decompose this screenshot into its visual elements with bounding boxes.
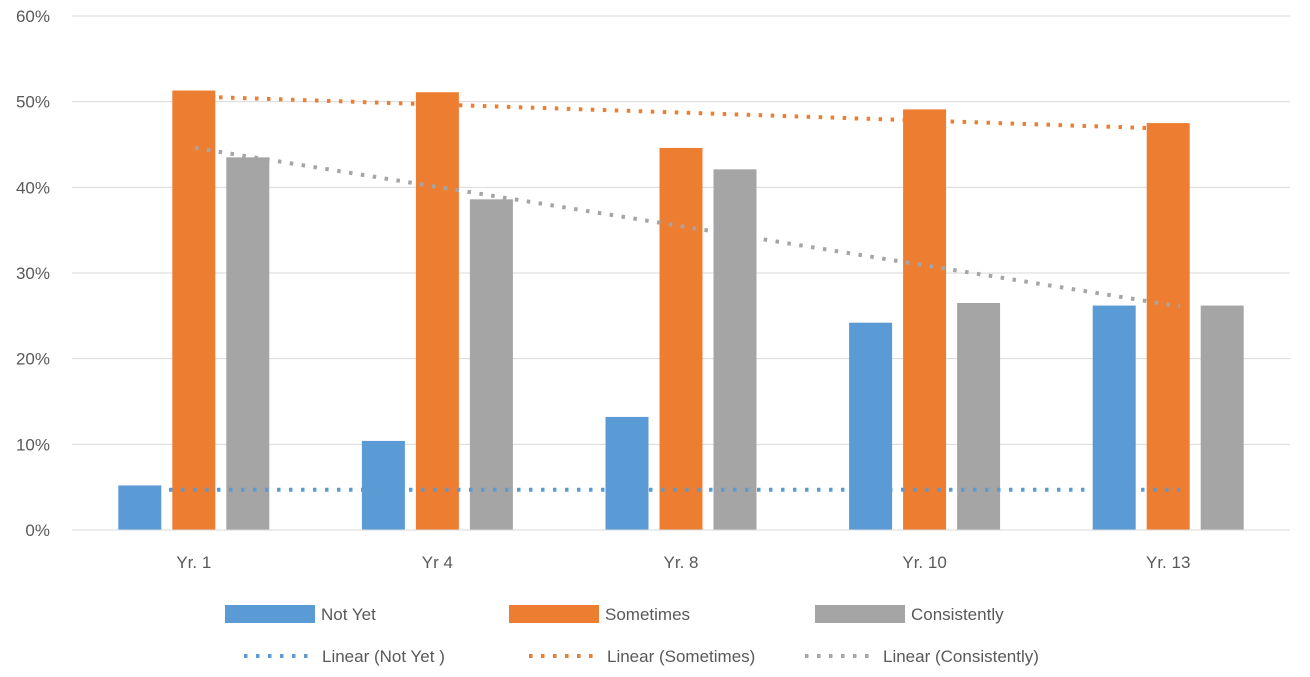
- bar: [469, 199, 513, 530]
- x-tick-label: Yr. 1: [176, 553, 211, 572]
- legend-trend-label: Linear (Sometimes): [607, 647, 755, 666]
- bar: [713, 169, 757, 531]
- bar: [659, 147, 703, 530]
- bar: [118, 485, 162, 530]
- trendlines: [145, 94, 1181, 492]
- bar: [1146, 123, 1190, 530]
- bars: [118, 90, 1244, 531]
- legend-trend-label: Linear (Consistently): [883, 647, 1039, 666]
- bar: [605, 416, 649, 530]
- x-tick-label: Yr. 10: [902, 553, 946, 572]
- bar: [361, 440, 405, 530]
- legend: Not Yet Sometimes Consistently Linear (Not …: [225, 605, 1039, 666]
- bar: [172, 90, 216, 530]
- legend-swatch: [815, 605, 905, 623]
- legend-label: Sometimes: [605, 605, 690, 624]
- x-tick-label: Yr 4: [422, 553, 453, 572]
- trendline: [194, 94, 1181, 132]
- y-tick-label: 60%: [16, 7, 50, 26]
- bar: [849, 322, 893, 530]
- x-axis: Yr. 1 Yr 4 Yr. 8 Yr. 10 Yr. 13: [72, 529, 1290, 572]
- trendline: [194, 145, 1181, 309]
- legend-label: Consistently: [911, 605, 1004, 624]
- bar: [957, 302, 1001, 530]
- y-tick-label: 10%: [16, 435, 50, 454]
- y-tick-label: 30%: [16, 264, 50, 283]
- legend-label: Not Yet: [321, 605, 376, 624]
- y-axis-ticks: 0% 10% 20% 30% 40% 50% 60%: [16, 7, 50, 540]
- legend-swatch: [509, 605, 599, 623]
- bar: [1200, 305, 1244, 530]
- y-tick-label: 50%: [16, 93, 50, 112]
- x-tick-label: Yr. 13: [1146, 553, 1190, 572]
- y-tick-label: 40%: [16, 178, 50, 197]
- bar: [1092, 305, 1136, 530]
- legend-swatch: [225, 605, 315, 623]
- x-tick-label: Yr. 8: [664, 553, 699, 572]
- y-tick-label: 20%: [16, 350, 50, 369]
- bar: [415, 92, 459, 530]
- legend-trend-label: Linear (Not Yet ): [322, 647, 445, 666]
- y-tick-label: 0%: [25, 521, 50, 540]
- bar: [226, 157, 270, 530]
- bar: [903, 109, 947, 531]
